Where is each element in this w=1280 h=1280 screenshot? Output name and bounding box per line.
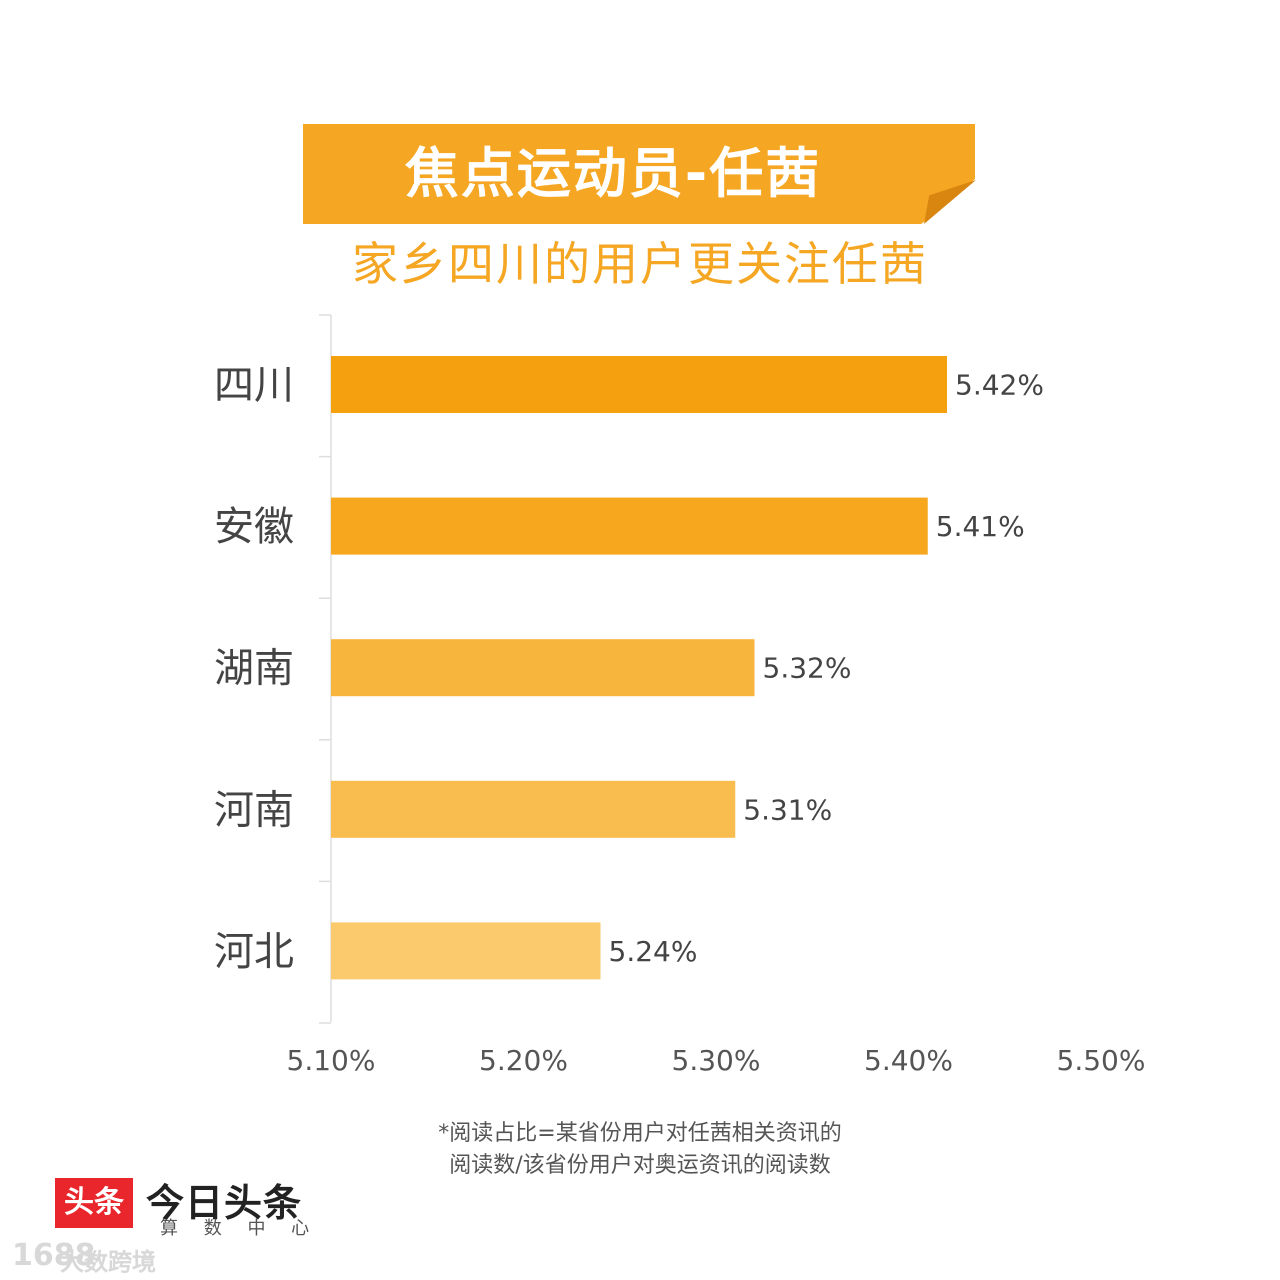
x-tick-label: 5.20% bbox=[479, 1044, 568, 1077]
category-label: 湖南 bbox=[214, 646, 294, 692]
footnote-line-1: *阅读占比=某省份用户对任茜相关资讯的 bbox=[438, 1121, 842, 1146]
bar bbox=[331, 780, 736, 838]
bar bbox=[331, 356, 947, 413]
x-tick-label: 5.40% bbox=[864, 1044, 953, 1077]
data-label: 5.32% bbox=[763, 652, 852, 685]
data-label: 5.31% bbox=[743, 793, 832, 826]
category-label: 四川 bbox=[214, 363, 294, 409]
x-tick-label: 5.30% bbox=[672, 1044, 761, 1077]
chart-subtitle: 家乡四川的用户更关注任茜 bbox=[352, 237, 928, 291]
chart-title: 焦点运动员-任茜 bbox=[404, 142, 822, 205]
footnote-line-2: 阅读数/该省份用户对奥运资讯的阅读数 bbox=[449, 1153, 831, 1178]
title-banner bbox=[303, 124, 975, 224]
data-label: 5.24% bbox=[609, 935, 698, 968]
brand-subtitle: 算 数 中 心 bbox=[160, 1218, 320, 1239]
bar bbox=[331, 922, 601, 980]
data-label: 5.41% bbox=[936, 510, 1025, 543]
bar bbox=[331, 497, 928, 555]
category-label: 安徽 bbox=[214, 504, 294, 550]
data-label: 5.42% bbox=[955, 369, 1044, 402]
watermark-text: 大数跨境 bbox=[60, 1248, 156, 1276]
bar-chart: 四川 5.42% 安徽 5.41% 湖南 5.32% 河南 5.31% 河北 5.24% 5.10%… bbox=[214, 314, 1146, 1077]
x-tick-label: 5.10% bbox=[287, 1044, 376, 1077]
bar bbox=[331, 639, 755, 697]
watermark-icon: 1688 bbox=[12, 1238, 96, 1273]
brand-logo: 头条 bbox=[55, 1178, 133, 1228]
category-label: 河南 bbox=[214, 787, 294, 833]
brand-name: 今日头条 bbox=[146, 1181, 303, 1225]
footnote: *阅读占比=某省份用户对任茜相关资讯的 阅读数/该省份用户对奥运资讯的阅读数 bbox=[340, 1118, 940, 1182]
x-tick-label: 5.50% bbox=[1057, 1044, 1146, 1077]
category-label: 河北 bbox=[214, 929, 294, 975]
